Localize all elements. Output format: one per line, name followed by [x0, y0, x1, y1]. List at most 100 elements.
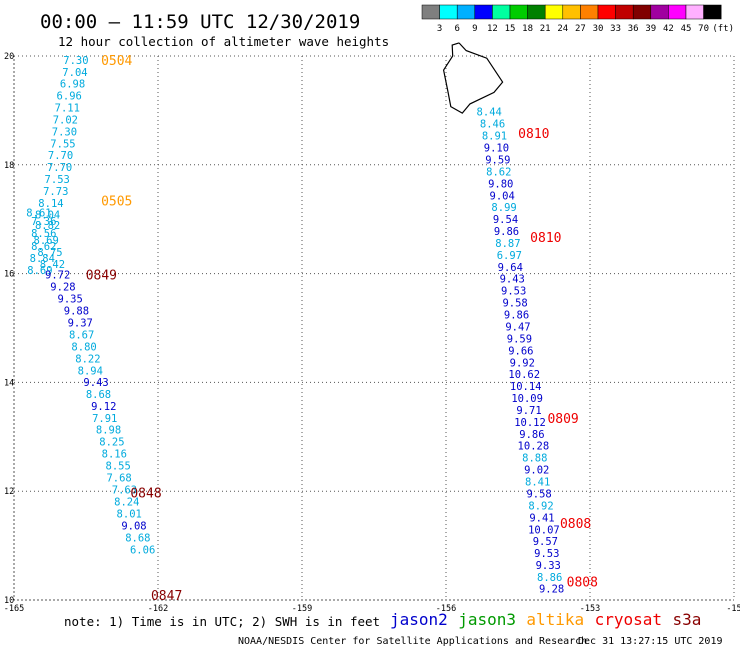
wave-height-value: 8.68	[86, 389, 111, 401]
wave-height-value: 9.59	[485, 154, 510, 166]
wave-height-value: 6.98	[60, 79, 85, 91]
footer-note: note: 1) Time is in UTC; 2) SWH is in fe…	[64, 614, 380, 629]
wave-height-value: 7.63	[112, 485, 137, 497]
wave-height-value: 9.28	[50, 282, 75, 294]
pass-time-label: 0849	[86, 269, 117, 284]
wave-height-value: 8.87	[495, 238, 520, 250]
colorbar-swatch	[632, 4, 652, 20]
wave-height-value: 8.88	[522, 452, 547, 464]
wave-height-value: 9.57	[533, 536, 558, 548]
wave-height-value: 8.16	[102, 449, 127, 461]
wave-height-value: 9.59	[507, 333, 532, 345]
colorbar-label: 24	[557, 24, 568, 34]
colorbar-label: 36	[628, 24, 639, 34]
wave-height-value: 9.53	[534, 548, 559, 560]
wave-height-value: 10.28	[518, 441, 550, 453]
wave-height-value: 8.98	[96, 425, 121, 437]
wave-height-value: 8.86	[537, 572, 562, 584]
wave-height-value: 7.55	[50, 139, 75, 151]
wave-height-value: 7.04	[62, 67, 87, 79]
coastline-big-island	[442, 42, 504, 114]
color-scale-bar: 3 6 9 12 15 18 21 24 27 30 33 36 39 42 45 70 (ft)	[421, 4, 734, 34]
wave-height-value: 7.11	[55, 103, 80, 115]
colorbar-label: 18	[522, 24, 533, 34]
wave-height-value: 9.58	[502, 297, 527, 309]
wave-height-value: 6.06	[130, 544, 155, 556]
wave-height-value: 10.14	[510, 381, 542, 393]
chart-subtitle: 12 hour collection of altimeter wave hei…	[58, 34, 389, 49]
colorbar-swatch	[580, 4, 599, 20]
wave-height-value: 9.04	[490, 190, 515, 202]
legend-altika: altika	[526, 610, 584, 629]
wave-height-value: 9.33	[536, 560, 561, 572]
legend: jason2 jason3 altika cryosat s3a	[390, 610, 701, 629]
colorbar-label: 21	[540, 24, 551, 34]
x-tick-label: -15	[726, 604, 740, 614]
wave-height-value: 9.37	[68, 318, 93, 330]
y-tick-label: 12	[4, 487, 14, 497]
colorbar-label: 42	[663, 24, 674, 34]
wave-height-value: 7.30	[63, 55, 88, 67]
wave-height-value: 7.73	[43, 186, 68, 198]
coastline	[442, 42, 504, 114]
wave-height-value: 9.28	[539, 584, 564, 596]
wave-height-value: 8.67	[69, 330, 94, 342]
wave-height-value: 9.88	[64, 306, 89, 318]
wave-height-value: 9.02	[524, 464, 549, 476]
wave-height-value: 9.10	[484, 142, 509, 154]
wave-height-value: 9.12	[91, 401, 116, 413]
wave-height-value: 8.82	[35, 220, 60, 232]
colorbar-swatch	[615, 4, 634, 20]
colorbar-swatch	[456, 4, 476, 20]
wave-height-value: 8.55	[106, 461, 131, 473]
colorbar-label: 30	[593, 24, 604, 34]
footer-credit: NOAA/NESDIS Center for Satellite Applica…	[238, 636, 587, 647]
wave-height-value: 9.43	[500, 273, 525, 285]
wave-height-value: 9.41	[529, 512, 554, 524]
wave-height-value: 10.07	[528, 524, 560, 536]
wave-height-value: 8.94	[78, 365, 103, 377]
wave-height-value: 9.47	[505, 321, 530, 333]
wave-height-value: 9.35	[58, 294, 83, 306]
colorbar-label: 3	[437, 24, 442, 34]
wave-height-value: 8.04	[35, 209, 60, 221]
wave-height-value: 8.68	[125, 532, 150, 544]
y-tick-label: 18	[4, 161, 14, 171]
wave-height-value: 8.69	[27, 265, 52, 277]
wave-height-value: 8.61	[26, 208, 51, 220]
wave-height-value: 9.43	[83, 377, 108, 389]
colorbar-label: 70	[698, 24, 709, 34]
colorbar-label: 12	[487, 24, 498, 34]
legend-cryosat: cryosat	[595, 610, 662, 629]
y-tick-label: 10	[4, 596, 14, 606]
wave-height-value: 8.80	[71, 341, 96, 353]
x-tick-label: -162	[148, 604, 168, 614]
wave-height-value: 8.01	[117, 509, 142, 521]
wave-height-value: 8.69	[34, 235, 59, 247]
colorbar-label: 6	[454, 24, 459, 34]
colorbar-swatch	[527, 4, 546, 20]
colorbar-swatch	[597, 4, 616, 20]
axis-ticks: -165 -162 -159 -156 -153 -15 10 12 14 16 18 20	[4, 52, 740, 614]
wave-height-value: 9.53	[501, 285, 526, 297]
wave-height-value: 8.62	[486, 166, 511, 178]
wave-height-value: 9.86	[494, 226, 519, 238]
wave-height-value: 9.08	[121, 520, 146, 532]
wave-height-value: 8.91	[482, 130, 507, 142]
x-tick-label: -156	[436, 604, 456, 614]
wave-height-value: 9.71	[516, 405, 541, 417]
colorbar-label: 27	[575, 24, 586, 34]
colorbar-swatch	[650, 4, 669, 20]
wave-height-value: 7.70	[48, 150, 73, 162]
wave-height-value: 6.97	[497, 250, 522, 262]
colorbar-label: 33	[610, 24, 621, 34]
wave-height-value: 7.70	[47, 162, 72, 174]
wave-height-value: 8.25	[99, 437, 124, 449]
legend-s3a: s3a	[673, 610, 702, 629]
wave-height-value: 9.66	[508, 345, 533, 357]
chart-title: 00:00 – 11:59 UTC 12/30/2019	[40, 11, 360, 33]
wave-height-value: 9.92	[510, 357, 535, 369]
wave-height-value: 6.96	[57, 91, 82, 103]
wave-height-value: 9.80	[488, 178, 513, 190]
